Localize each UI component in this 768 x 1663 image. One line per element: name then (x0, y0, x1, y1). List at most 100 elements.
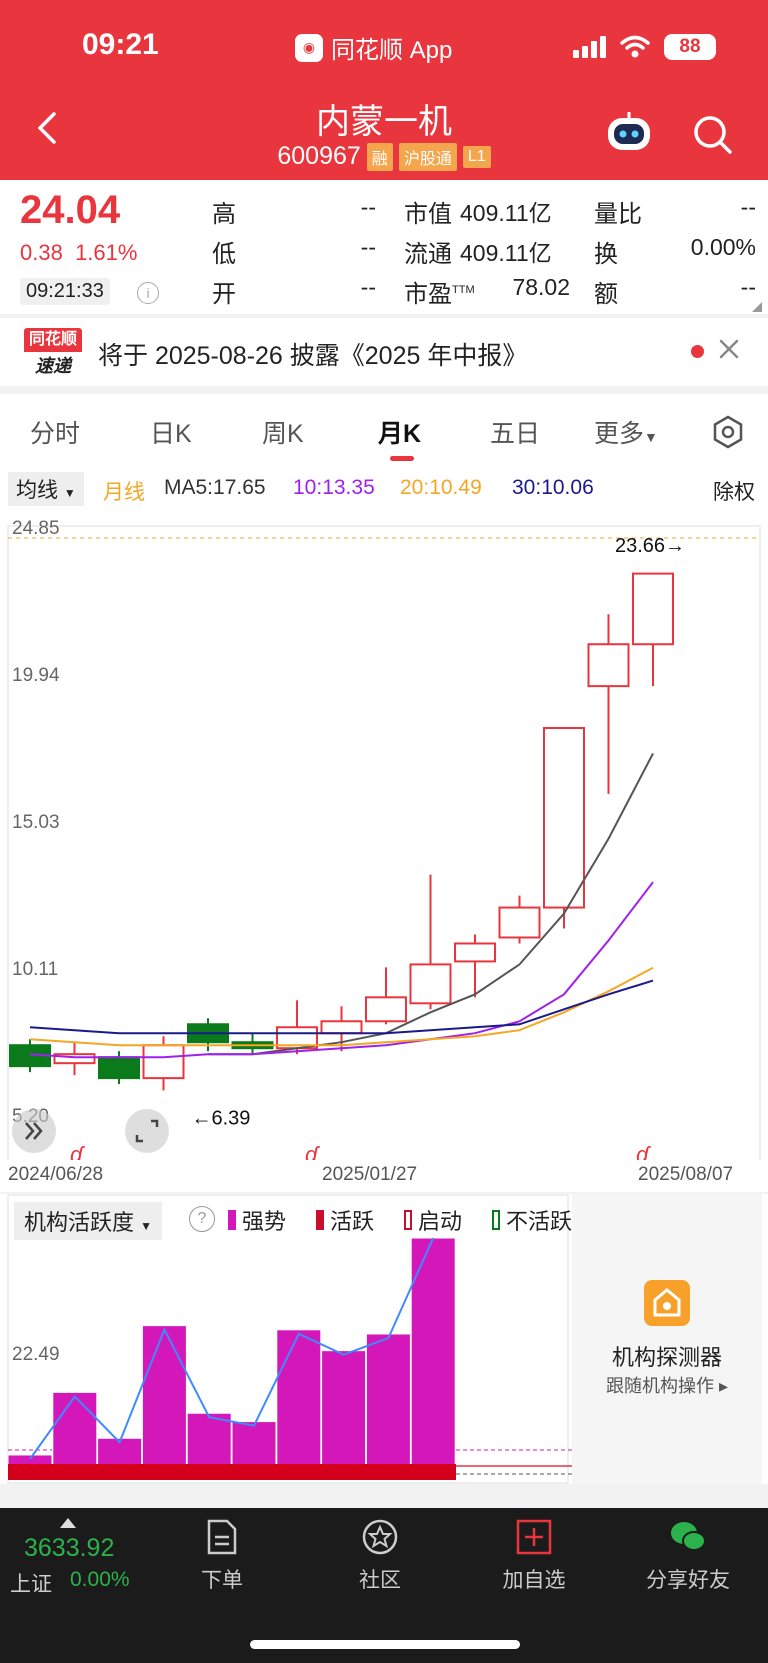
signal-icon (573, 36, 606, 58)
legend-label: 不活跃 (506, 1209, 573, 1234)
nav-order[interactable]: 下单 (162, 1518, 282, 1594)
gear-icon[interactable] (710, 414, 746, 450)
news-logo-bottom: 速递 (35, 356, 71, 376)
back-icon[interactable] (30, 110, 66, 146)
tab-five-day[interactable]: 五日 (490, 420, 541, 448)
candle (365, 967, 407, 1025)
app-name: 同花顺 App (331, 37, 453, 64)
activity-bar (321, 1350, 367, 1481)
turnover-label: 换 (594, 241, 618, 268)
mcap-label: 市值 (404, 201, 452, 228)
activity-panel: 22.49 机构活跃度 ▼ ? 强势 活跃 启动 不活跃 弱势 机构探测器 跟随… (0, 1194, 768, 1484)
amount-label: 额 (594, 281, 618, 308)
last-price: 24.04 (20, 188, 121, 232)
period-tabs: 分时 日K 周K 月K 五日 更多▼ (0, 394, 768, 468)
y-tick-label: 15.03 (12, 812, 60, 833)
candle (187, 1018, 229, 1052)
tab-weekly[interactable]: 周K (262, 420, 304, 448)
activity-bar (276, 1329, 322, 1481)
document-icon (207, 1519, 237, 1555)
robot-assistant-icon[interactable] (604, 110, 654, 154)
pe-label: 市盈TTM (404, 274, 475, 309)
nav-order-label: 下单 (201, 1569, 243, 1592)
max-price-label: 23.66→ (615, 535, 685, 557)
detector-icon (644, 1280, 690, 1326)
chevron-down-icon: ▼ (63, 486, 76, 500)
notice-bar[interactable]: 同花顺 速递 将于 2025-08-26 披露《2025 年中报》 (0, 318, 768, 386)
nav-add-label: 加自选 (502, 1569, 566, 1592)
nav-community[interactable]: 社区 (320, 1518, 440, 1594)
legend-label: 活跃 (330, 1209, 375, 1234)
activity-bar (410, 1237, 456, 1481)
wechat-icon (671, 1522, 706, 1551)
legend-swatch (404, 1210, 412, 1230)
activity-y-tick: 22.49 (12, 1344, 60, 1365)
index-value[interactable]: 3633.92 (24, 1534, 115, 1562)
help-icon[interactable]: ? (189, 1206, 215, 1232)
tab-monthly[interactable]: 月K (378, 420, 422, 448)
candle (409, 874, 452, 1010)
candle (632, 572, 674, 687)
battery-icon: 88 (664, 34, 716, 60)
stock-code-row: 600967 融 沪股通 L1 (0, 142, 768, 171)
tag-connect: 沪股通 (398, 142, 457, 171)
unread-dot (691, 345, 704, 358)
legend-swatch (316, 1210, 324, 1230)
wifi-icon (620, 35, 650, 58)
news-logo: 同花顺 速递 (24, 328, 82, 378)
activity-base-band (8, 1464, 456, 1480)
ma-selector[interactable]: 均线 ▼ (8, 472, 84, 506)
nav-share[interactable]: 分享好友 (628, 1518, 748, 1594)
volratio-value: -- (740, 194, 756, 220)
expand-corner-icon[interactable] (752, 302, 762, 312)
app-logo-icon: ◉ (295, 33, 323, 62)
change-value: 0.38 (20, 240, 63, 265)
nav-add-watchlist[interactable]: 加自选 (474, 1518, 594, 1594)
candle (231, 1033, 274, 1055)
candle (98, 1051, 140, 1085)
legend-strong: 强势 (228, 1204, 286, 1236)
tab-more[interactable]: 更多▼ (594, 414, 658, 450)
candle (587, 614, 630, 794)
expand-arrows-icon[interactable] (12, 1109, 56, 1153)
candle (454, 934, 496, 998)
activity-bar (365, 1333, 411, 1481)
status-icons: 88 (573, 34, 716, 60)
nav-community-label: 社区 (359, 1569, 401, 1592)
pe-value: 78.02 (512, 274, 570, 300)
info-icon[interactable]: i (137, 282, 159, 304)
institution-detector-card[interactable]: 机构探测器 跟随机构操作 ▸ (572, 1194, 762, 1484)
fullscreen-icon[interactable] (125, 1109, 169, 1153)
ma10-label: 10:13.35 (293, 476, 375, 499)
close-icon[interactable] (716, 336, 742, 362)
legend-inactive: 不活跃 (492, 1204, 572, 1236)
candle (543, 727, 585, 929)
detector-subtitle[interactable]: 跟随机构操作 ▸ (605, 1376, 729, 1396)
activity-bar (141, 1325, 187, 1481)
index-percent: 0.00% (70, 1568, 130, 1591)
notice-text[interactable]: 将于 2025-08-26 披露《2025 年中报》 (98, 342, 528, 370)
detector-title: 机构探测器 (611, 1345, 722, 1370)
chevron-down-icon: ▼ (140, 1219, 153, 1233)
search-icon[interactable] (690, 112, 734, 156)
ma-line-ma20 (29, 966, 654, 1047)
tab-intraday[interactable]: 分时 (30, 420, 81, 448)
low-value: -- (360, 234, 376, 260)
quote-panel: 24.04 0.38 1.61% 09:21:33 i 高 -- 低 -- 开 … (0, 180, 768, 314)
tab-daily[interactable]: 日K (150, 420, 192, 448)
nav-share-label: 分享好友 (646, 1569, 730, 1592)
adjust-toggle[interactable]: 除权 (713, 481, 755, 504)
date-mid: 2025/01/27 (322, 1164, 418, 1185)
legend-swatch (492, 1210, 500, 1230)
activity-selector-label: 机构活跃度 (24, 1210, 135, 1235)
period-label: 月线 (103, 481, 145, 504)
activity-line (29, 1237, 435, 1460)
expand-up-icon[interactable] (60, 1518, 76, 1528)
date-end: 2025/08/07 (638, 1164, 734, 1185)
amount-value: -- (740, 274, 756, 300)
activity-selector[interactable]: 机构活跃度 ▼ (14, 1202, 163, 1240)
candle (498, 895, 541, 944)
ma30-label: 30:10.06 (512, 476, 594, 499)
news-logo-top: 同花顺 (24, 328, 82, 352)
